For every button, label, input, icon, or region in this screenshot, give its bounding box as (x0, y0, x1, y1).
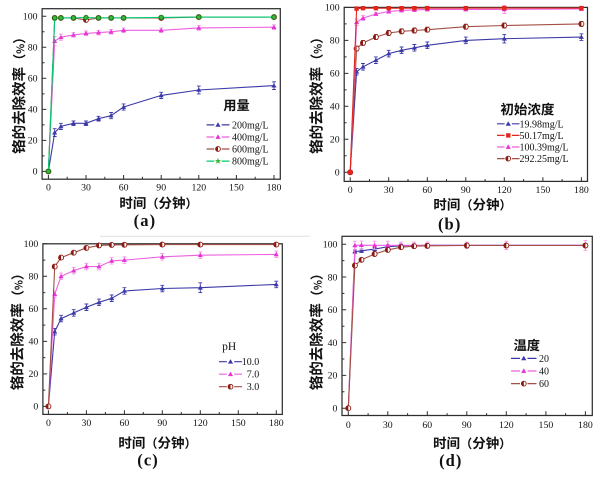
svg-text:100: 100 (323, 240, 338, 251)
svg-text:120: 120 (191, 183, 206, 194)
svg-text:150: 150 (539, 420, 554, 431)
svg-text:100: 100 (325, 3, 340, 14)
svg-text:100: 100 (23, 12, 38, 23)
svg-text:600mg/L: 600mg/L (232, 145, 269, 156)
svg-text:292.25mg/L: 292.25mg/L (520, 154, 569, 165)
svg-text:0: 0 (46, 183, 51, 194)
svg-text:60: 60 (330, 69, 340, 80)
svg-text:40: 40 (539, 367, 549, 378)
svg-text:800mg/L: 800mg/L (232, 157, 269, 168)
svg-text:30: 30 (81, 183, 91, 194)
svg-text:19.98mg/L: 19.98mg/L (520, 119, 564, 130)
svg-text:150: 150 (231, 418, 246, 429)
svg-text:120: 120 (499, 420, 514, 431)
svg-text:80: 80 (28, 43, 38, 54)
svg-text:120: 120 (193, 418, 208, 429)
svg-text:60: 60 (422, 420, 432, 431)
svg-text:60: 60 (28, 74, 38, 85)
svg-text:90: 90 (461, 185, 471, 196)
svg-text:90: 90 (157, 418, 167, 429)
svg-text:100: 100 (24, 239, 39, 250)
svg-text:80: 80 (330, 36, 340, 47)
svg-text:40: 40 (28, 105, 38, 116)
svg-text:180: 180 (269, 418, 284, 429)
svg-text:60: 60 (119, 183, 129, 194)
svg-text:80: 80 (328, 272, 338, 283)
svg-text:20: 20 (539, 354, 549, 365)
svg-text:400mg/L: 400mg/L (232, 133, 269, 144)
svg-text:100.39mg/L: 100.39mg/L (520, 143, 569, 154)
svg-text:180: 180 (267, 183, 282, 194)
svg-text:0: 0 (33, 167, 38, 178)
svg-text:200mg/L: 200mg/L (232, 120, 269, 131)
svg-text:3.0: 3.0 (247, 382, 260, 393)
svg-text:60: 60 (539, 379, 549, 390)
svg-text:(c): (c) (137, 450, 159, 469)
svg-text:(d): (d) (439, 451, 462, 470)
svg-text:60: 60 (120, 418, 130, 429)
svg-text:40: 40 (29, 337, 39, 348)
svg-text:pH: pH (222, 341, 236, 353)
svg-text:180: 180 (574, 185, 589, 196)
svg-text:0: 0 (46, 418, 51, 429)
svg-text:20: 20 (29, 369, 39, 380)
svg-text:150: 150 (536, 185, 551, 196)
svg-text:120: 120 (497, 185, 512, 196)
svg-text:0: 0 (346, 420, 351, 431)
svg-text:60: 60 (422, 185, 432, 196)
svg-text:(b): (b) (438, 214, 461, 233)
svg-text:20: 20 (28, 136, 38, 147)
svg-text:20: 20 (330, 135, 340, 146)
svg-text:180: 180 (578, 420, 593, 431)
svg-text:90: 90 (462, 420, 472, 431)
svg-text:40: 40 (328, 338, 338, 349)
svg-text:60: 60 (328, 305, 338, 316)
svg-text:30: 30 (82, 418, 92, 429)
svg-text:150: 150 (229, 183, 244, 194)
svg-text:(a): (a) (134, 211, 157, 230)
svg-text:0: 0 (33, 402, 38, 413)
svg-text:50.17mg/L: 50.17mg/L (520, 131, 564, 142)
svg-text:7.0: 7.0 (247, 370, 260, 381)
svg-text:60: 60 (29, 304, 39, 315)
svg-text:20: 20 (328, 371, 338, 382)
svg-text:40: 40 (330, 102, 340, 113)
svg-text:90: 90 (156, 183, 166, 194)
svg-text:30: 30 (383, 420, 393, 431)
svg-text:30: 30 (384, 185, 394, 196)
svg-text:0: 0 (348, 185, 353, 196)
svg-text:80: 80 (29, 272, 39, 283)
svg-text:10.0: 10.0 (242, 357, 260, 368)
svg-text:0: 0 (332, 404, 337, 415)
svg-text:0: 0 (335, 168, 340, 179)
